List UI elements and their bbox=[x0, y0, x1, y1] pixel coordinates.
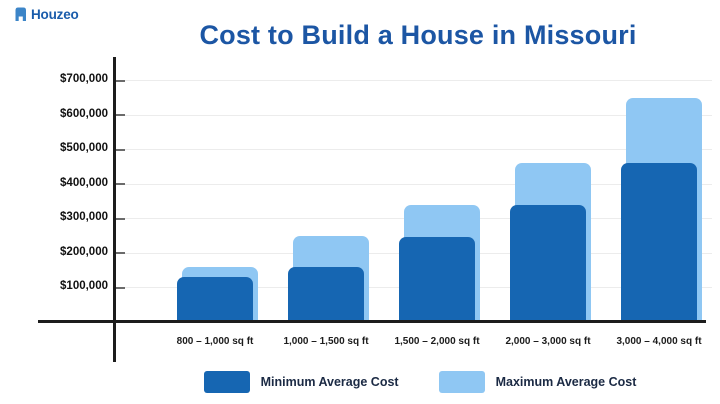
y-axis-tick bbox=[114, 183, 125, 185]
gridline bbox=[116, 114, 712, 116]
y-axis-tick-label: $500,000 bbox=[60, 142, 108, 154]
brand-name: Houzeo bbox=[31, 6, 79, 22]
y-axis-tick-label: $300,000 bbox=[60, 211, 108, 223]
houzeo-building-icon bbox=[14, 6, 29, 22]
y-axis-tick bbox=[114, 148, 125, 151]
legend: Minimum Average Cost Maximum Average Cost bbox=[120, 369, 720, 395]
legend-swatch bbox=[203, 371, 250, 393]
legend-item: Maximum Average Cost bbox=[438, 371, 637, 393]
y-axis-tick-label: $400,000 bbox=[60, 176, 108, 189]
x-axis bbox=[38, 320, 706, 323]
min-average-cost-bar bbox=[288, 267, 364, 322]
y-axis-tick bbox=[114, 286, 125, 289]
y-axis-tick bbox=[114, 114, 125, 116]
legend-label: Maximum Average Cost bbox=[495, 375, 637, 389]
legend-item: Minimum Average Cost bbox=[203, 371, 399, 393]
y-axis-tick bbox=[114, 217, 125, 220]
gridline bbox=[116, 80, 712, 81]
y-axis-tick-label: $700,000 bbox=[60, 73, 108, 85]
min-average-cost-bar bbox=[621, 163, 697, 322]
min-average-cost-bar bbox=[177, 277, 253, 322]
legend-label: Minimum Average Cost bbox=[260, 375, 399, 389]
category-label: 1,000 – 1,500 sq ft bbox=[283, 336, 369, 347]
category-label: 1,500 – 2,000 sq ft bbox=[394, 336, 480, 347]
y-axis-tick-label: $200,000 bbox=[60, 245, 108, 258]
y-axis-tick bbox=[114, 252, 125, 254]
y-axis-tick-label: $100,000 bbox=[60, 280, 108, 292]
gridline bbox=[116, 149, 712, 150]
brand-logo: Houzeo bbox=[14, 6, 79, 22]
category-label: 2,000 – 3,000 sq ft bbox=[505, 336, 591, 347]
legend-swatch bbox=[438, 371, 485, 393]
y-axis-tick-label: $600,000 bbox=[60, 107, 108, 120]
min-average-cost-bar bbox=[399, 237, 475, 322]
min-average-cost-bar bbox=[510, 205, 586, 322]
y-axis bbox=[113, 57, 116, 362]
gridline bbox=[116, 183, 712, 185]
category-label: 800 – 1,000 sq ft bbox=[176, 336, 254, 347]
category-label: 3,000 – 4,000 sq ft bbox=[616, 336, 702, 347]
chart-title: Cost to Build a House in Missouri bbox=[199, 20, 637, 50]
y-axis-tick bbox=[114, 79, 125, 82]
